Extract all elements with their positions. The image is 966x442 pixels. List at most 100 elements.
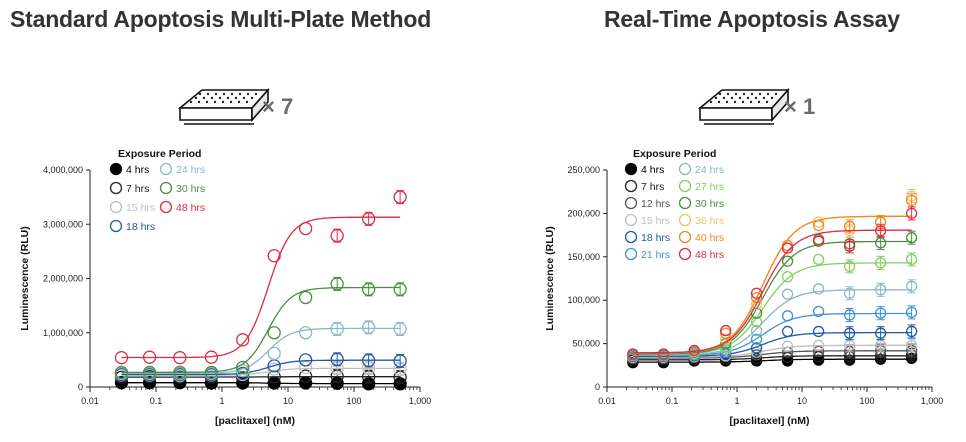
legend-marker	[624, 247, 638, 261]
y-tick-label: 0	[78, 382, 83, 392]
data-point-15-hrs	[298, 360, 313, 375]
legend-entry: 18 hrs	[641, 232, 670, 244]
data-point-18-hrs	[843, 327, 856, 339]
data-point-18-hrs	[781, 325, 794, 338]
legend-entry: 15 hrs	[641, 215, 670, 227]
legend-entry: 7 hrs	[126, 183, 149, 195]
fit-curve-12-hrs	[632, 350, 912, 359]
data-point-24-hrs	[812, 283, 825, 295]
data-point-24-hrs	[267, 346, 281, 361]
data-point-48-hrs	[330, 228, 344, 243]
data-point-30-hrs	[298, 290, 313, 305]
data-point-15-hrs	[905, 339, 918, 351]
data-point-30-hrs	[204, 365, 219, 380]
data-point-21-hrs	[812, 305, 825, 318]
data-point-21-hrs	[781, 310, 794, 322]
data-point-15-hrs	[267, 362, 281, 376]
y-tick-label: 250,000	[567, 165, 600, 175]
legend-marker	[678, 196, 692, 210]
y-tick-label: 1,000,000	[43, 328, 83, 338]
fit-curve-15-hrs	[632, 344, 912, 358]
data-point-30-hrs	[781, 255, 794, 267]
data-point-15-hrs	[843, 339, 856, 351]
legend-marker	[624, 162, 638, 176]
legend-marker	[678, 162, 692, 176]
data-point-48-hrs	[905, 207, 918, 220]
legend-entry: 24 hrs	[695, 164, 724, 176]
data-point-40-hrs	[812, 219, 825, 232]
data-point-40-hrs	[905, 194, 918, 207]
data-point-30-hrs	[393, 282, 407, 297]
data-point-48-hrs	[204, 350, 219, 364]
fit-curve-18-hrs	[632, 331, 912, 357]
data-point-48-hrs	[298, 221, 313, 236]
x-tick-label: 1,000	[921, 396, 944, 406]
legend-entry: 7 hrs	[641, 181, 664, 193]
data-point-4-hrs	[812, 354, 825, 366]
x-tick-label: 1	[219, 396, 224, 406]
legend-marker	[624, 213, 638, 227]
y-axis-label: Luminescence (RLU)	[19, 226, 31, 330]
y-axis-label: Luminescence (RLU)	[544, 226, 556, 330]
legend-entry: 48 hrs	[695, 249, 724, 261]
legend-entry: 30 hrs	[695, 198, 724, 210]
legend-entry: 21 hrs	[641, 249, 670, 261]
legend-marker	[159, 181, 173, 195]
x-tick-label: 1	[734, 396, 739, 406]
plate-stack-left	[177, 87, 270, 125]
data-point-48-hrs	[114, 351, 129, 365]
data-point-24-hrs	[843, 287, 856, 299]
legend-entry: 4 hrs	[126, 164, 149, 176]
data-point-15-hrs	[781, 340, 794, 352]
data-point-48-hrs	[874, 225, 887, 237]
plate-count-right: × 1	[784, 94, 816, 119]
fit-curve-48-hrs	[632, 229, 912, 354]
data-point-48-hrs	[627, 348, 639, 360]
data-point-27-hrs	[905, 253, 918, 266]
plate-stack-right	[697, 87, 790, 125]
data-point-27-hrs	[812, 253, 825, 266]
data-point-30-hrs	[142, 365, 157, 380]
data-point-24-hrs	[781, 288, 794, 300]
x-axis-label: [paclitaxel] (nM)	[730, 415, 810, 427]
data-point-24-hrs	[874, 284, 887, 296]
legend-marker	[109, 200, 123, 214]
legend-marker	[624, 196, 638, 210]
data-point-30-hrs	[330, 277, 344, 291]
legend-entry: 24 hrs	[176, 164, 205, 176]
fit-curve-7-hrs	[632, 355, 912, 361]
legend-marker	[678, 213, 692, 227]
legend-marker	[678, 247, 692, 261]
data-point-21-hrs	[905, 306, 918, 319]
y-tick-label: 100,000	[567, 295, 600, 305]
legend-entry: 18 hrs	[126, 221, 155, 233]
data-point-24-hrs	[393, 322, 407, 336]
data-point-18-hrs	[812, 325, 825, 338]
x-tick-label: 0.01	[598, 396, 616, 406]
data-point-18-hrs	[361, 353, 376, 368]
y-tick-label: 150,000	[567, 252, 600, 262]
y-tick-label: 200,000	[567, 208, 600, 218]
data-point-27-hrs	[750, 316, 763, 328]
x-tick-label: 100	[859, 396, 874, 406]
data-point-24-hrs	[298, 326, 313, 340]
data-point-48-hrs	[720, 324, 732, 337]
data-point-24-hrs	[905, 280, 918, 292]
legend-marker	[624, 179, 638, 193]
legend-entry: 40 hrs	[695, 232, 724, 244]
left-panel-title: Standard Apoptosis Multi-Plate Method	[10, 6, 432, 32]
microplate-icon	[177, 87, 270, 125]
data-point-30-hrs	[905, 232, 918, 244]
legend-marker	[109, 181, 123, 195]
data-point-30-hrs	[173, 365, 187, 380]
legend-marker	[678, 179, 692, 193]
data-point-15-hrs	[874, 339, 887, 351]
data-point-48-hrs	[393, 190, 407, 204]
fit-curve-24-hrs	[632, 289, 912, 356]
x-tick-label: 0.01	[81, 396, 99, 406]
x-axis-label: [paclitaxel] (nM)	[215, 415, 295, 427]
data-point-48-hrs	[142, 350, 157, 364]
legend-entry: 12 hrs	[641, 198, 670, 210]
data-point-18-hrs	[298, 353, 313, 367]
